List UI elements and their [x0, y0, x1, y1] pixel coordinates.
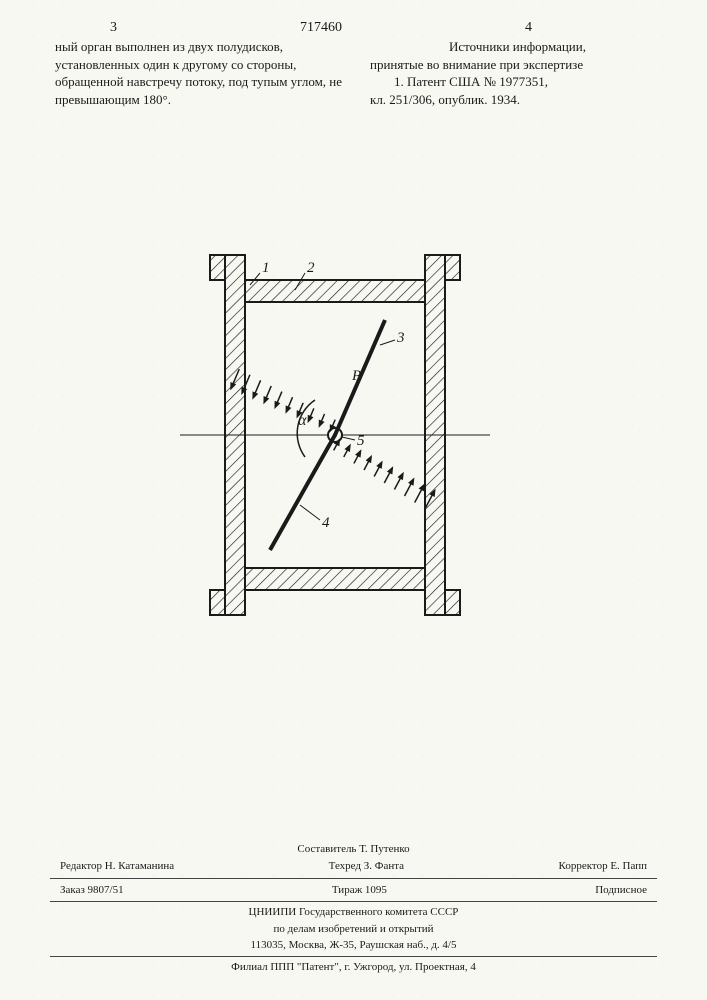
org2: по делам изобретений и открытий: [50, 921, 657, 938]
label-p: P: [351, 368, 361, 384]
label-5: 5: [357, 433, 365, 449]
left-column-text: ный орган выполнен из двух полудисков, у…: [55, 38, 350, 108]
podpis: Подписное: [595, 882, 647, 899]
credits-row: Редактор Н. Катаманина Техред З. Фанта К…: [50, 857, 657, 876]
refs-line2: принятые во внимание при экспертизе: [370, 56, 665, 74]
addr2: Филиал ППП "Патент", г. Ужгород, ул. Про…: [50, 959, 657, 976]
label-alpha: α: [298, 412, 307, 429]
doc-number: 717460: [300, 20, 342, 36]
order-row: Заказ 9807/51 Тираж 1095 Подписное: [50, 881, 657, 900]
tech: Техред З. Фанта: [329, 858, 404, 875]
right-column-text: Источники информации, принятые во вниман…: [370, 38, 665, 108]
org1: ЦНИИПИ Государственного комитета СССР: [50, 904, 657, 921]
compiler: Составитель Т. Путенко: [50, 841, 657, 858]
refs-title: Источники информации,: [370, 38, 665, 56]
label-3: 3: [396, 330, 405, 346]
footer: Составитель Т. Путенко Редактор Н. Катам…: [50, 841, 657, 976]
page: 3 717460 4 ный орган выполнен из двух по…: [0, 0, 707, 1000]
label-4: 4: [322, 515, 330, 531]
valve-diagram: 1 2 3 4 5 P α: [180, 245, 490, 625]
page-number-right: 4: [525, 20, 532, 36]
tirazh: Тираж 1095: [332, 882, 387, 899]
label-1: 1: [262, 260, 270, 276]
label-2: 2: [307, 260, 315, 276]
addr1: 113035, Москва, Ж-35, Раушская наб., д. …: [50, 937, 657, 954]
corrector: Корректор Е. Папп: [559, 858, 647, 875]
order: Заказ 9807/51: [60, 882, 124, 899]
refs-line3: 1. Патент США № 1977351,: [370, 73, 665, 91]
page-number-left: 3: [110, 20, 117, 36]
refs-line4: кл. 251/306, опублик. 1934.: [370, 91, 665, 109]
editor: Редактор Н. Катаманина: [60, 858, 174, 875]
